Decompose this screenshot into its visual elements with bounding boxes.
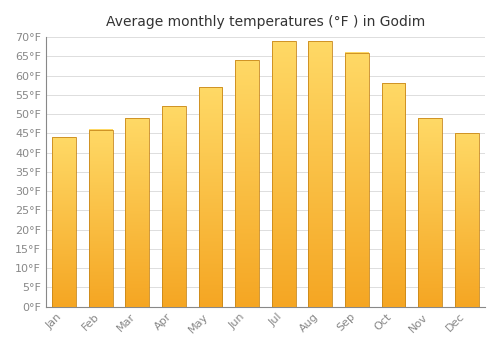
Bar [308, 41, 332, 307]
Bar [382, 83, 406, 307]
Bar [455, 133, 478, 307]
Bar [126, 118, 149, 307]
Bar [272, 41, 295, 307]
Bar [52, 137, 76, 307]
Bar [345, 52, 369, 307]
Bar [418, 118, 442, 307]
Title: Average monthly temperatures (°F ) in Godim: Average monthly temperatures (°F ) in Go… [106, 15, 425, 29]
Bar [162, 106, 186, 307]
Bar [235, 60, 259, 307]
Bar [89, 130, 112, 307]
Bar [198, 87, 222, 307]
